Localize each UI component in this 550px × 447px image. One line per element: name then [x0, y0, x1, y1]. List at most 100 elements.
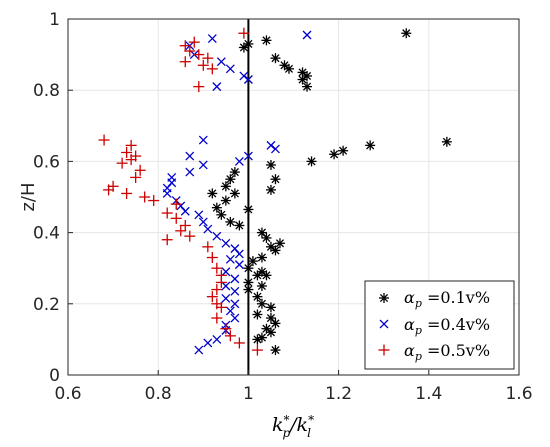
- data-point-series-2: [221, 267, 231, 277]
- data-point-series-1: [220, 195, 231, 206]
- data-point-series-3: [202, 241, 214, 253]
- data-point-series-3: [233, 337, 245, 349]
- data-point-series-1: [238, 42, 249, 53]
- data-point-series-1: [261, 232, 272, 243]
- data-point-series-2: [198, 217, 208, 227]
- data-point-series-3: [193, 81, 205, 93]
- y-tick-label: 0.8: [33, 81, 60, 101]
- data-point-series-1: [261, 270, 272, 281]
- data-point-series-3: [193, 49, 205, 61]
- legend-entry-3: αp =0.5v%: [404, 341, 490, 363]
- data-point-series-2: [198, 135, 208, 145]
- data-point-series-1: [229, 167, 240, 178]
- data-point-series-1: [265, 327, 276, 338]
- x-label-sub2: l: [307, 426, 311, 440]
- data-point-series-2: [212, 231, 222, 241]
- x-tick-label: 0.8: [145, 384, 172, 404]
- x-tick-label: 0.6: [54, 384, 81, 404]
- data-point-series-2: [221, 294, 231, 303]
- data-point-series-3: [179, 56, 191, 68]
- x-tick-label: 1.2: [325, 384, 352, 404]
- data-point-series-1: [283, 63, 294, 74]
- data-point-series-2: [221, 238, 231, 248]
- data-point-series-3: [103, 184, 115, 196]
- data-point-series-2: [225, 306, 235, 316]
- data-point-series-3: [134, 164, 146, 176]
- data-point-series-3: [238, 27, 250, 39]
- data-point-series-2: [203, 338, 213, 348]
- data-point-series-3: [215, 301, 227, 313]
- y-tick-label: 1: [49, 10, 60, 30]
- data-point-series-2: [225, 254, 235, 264]
- data-point-series-2: [239, 71, 249, 81]
- y-tick-label: 0.4: [33, 224, 60, 244]
- data-point-series-3: [139, 191, 151, 203]
- data-point-series-1: [302, 70, 313, 81]
- data-point-series-3: [211, 312, 223, 324]
- data-point-series-1: [265, 159, 276, 170]
- data-point-series-1: [441, 136, 452, 147]
- data-point-series-1: [270, 345, 281, 356]
- data-point-series-1: [243, 204, 254, 215]
- data-point-series-1: [338, 145, 349, 156]
- data-point-series-1: [261, 35, 272, 46]
- data-point-series-3: [206, 291, 218, 303]
- x-tick-label: 1: [243, 384, 254, 404]
- data-point-series-1: [243, 284, 254, 295]
- legend-entry-1: αp =0.1v%: [404, 288, 490, 310]
- data-point-series-1: [302, 81, 313, 92]
- data-point-series-3: [224, 330, 236, 342]
- y-axis-label: z/H: [18, 182, 39, 211]
- data-point-series-1: [274, 238, 285, 249]
- data-point-series-2: [234, 156, 244, 166]
- data-point-series-2: [221, 281, 231, 291]
- data-point-series-1: [252, 270, 263, 281]
- legend-marker-3: [378, 344, 390, 356]
- plot-frame: [67, 18, 520, 376]
- data-point-series-1: [306, 156, 317, 167]
- data-point-series-3: [121, 187, 133, 199]
- axis-ticks: 0.6 0.8 1 1.2 1.4 1.6 0 0.2 0.4 0.6 0.8 1: [33, 10, 533, 404]
- data-point-series-3: [148, 195, 160, 207]
- data-point-series-1: [297, 74, 308, 85]
- data-point-series-2: [230, 313, 240, 323]
- data-point-series-1: [252, 334, 263, 345]
- data-point-series-2: [162, 188, 172, 198]
- data-point-series-3: [179, 40, 191, 52]
- data-point-series-3: [161, 207, 173, 219]
- data-point-series-3: [116, 157, 128, 169]
- data-point-series-1: [216, 209, 227, 220]
- data-point-series-1: [256, 252, 267, 263]
- data-point-series-3: [197, 59, 209, 71]
- data-point-series-3: [161, 234, 173, 246]
- data-point-series-1: [243, 263, 254, 274]
- data-point-series-3: [125, 154, 137, 166]
- data-point-series-2: [207, 34, 217, 44]
- data-point-series-3: [170, 198, 182, 210]
- y-tick-label: 0: [49, 366, 60, 386]
- data-point-series-2: [271, 144, 280, 154]
- data-point-series-2: [230, 274, 240, 284]
- x-label-sup2: *: [308, 413, 314, 427]
- x-label-slash: /k: [288, 414, 308, 436]
- data-point-series-2: [180, 206, 190, 216]
- x-label-sup1: *: [283, 413, 289, 427]
- data-point-series-3: [125, 139, 137, 151]
- data-point-series-3: [206, 252, 218, 264]
- data-point-series-2: [198, 160, 208, 170]
- data-point-series-2: [230, 299, 240, 309]
- data-point-series-3: [121, 147, 133, 158]
- data-point-series-2: [185, 151, 195, 161]
- x-tick-label: 1.6: [505, 384, 532, 404]
- data-point-series-3: [220, 323, 232, 335]
- x-axis-label: k* p/k* l: [272, 413, 314, 440]
- data-point-series-1: [256, 281, 267, 291]
- data-point-series-1: [256, 298, 267, 309]
- data-point-series-1: [265, 184, 276, 195]
- data-point-series-3: [215, 276, 227, 288]
- data-point-series-2: [266, 140, 276, 150]
- data-point-series-1: [225, 216, 236, 227]
- y-tick-label: 0.6: [33, 152, 60, 172]
- data-point-series-2: [212, 334, 222, 344]
